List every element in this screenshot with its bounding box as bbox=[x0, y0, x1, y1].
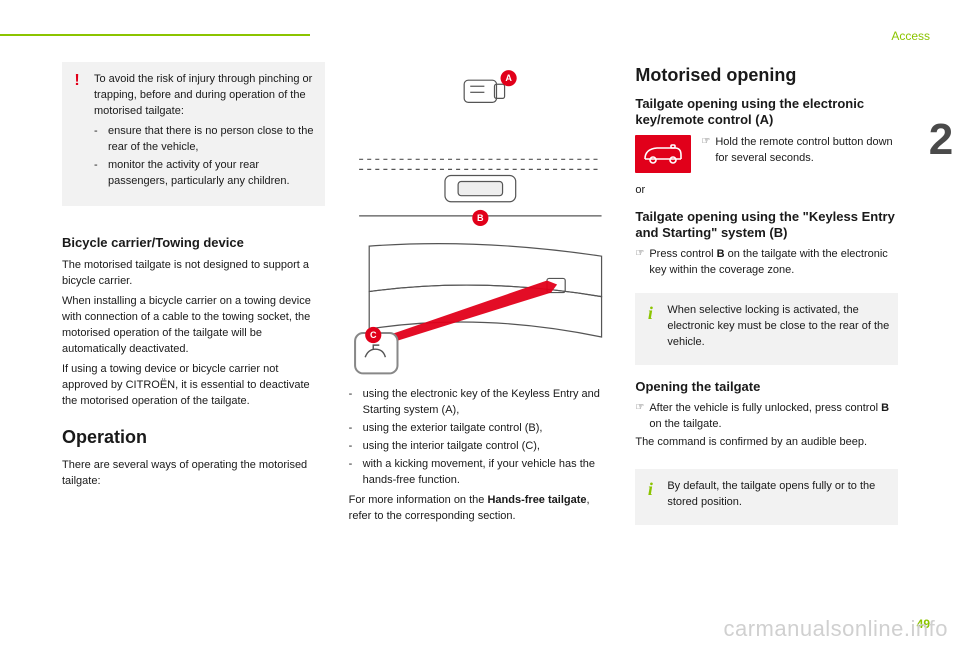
page-content: ! To avoid the risk of injury through pi… bbox=[62, 62, 898, 599]
motorised-heading: Motorised opening bbox=[635, 62, 898, 88]
section-header: Access bbox=[891, 28, 930, 45]
operation-heading: Operation bbox=[62, 424, 325, 450]
diagram-stack: A B bbox=[349, 62, 612, 377]
open-list: After the vehicle is fully unlocked, pre… bbox=[635, 401, 898, 433]
info-icon: i bbox=[641, 303, 659, 351]
column-right: Motorised opening Tailgate opening using… bbox=[635, 62, 898, 599]
hands-free-footnote: For more information on the Hands-free t… bbox=[349, 493, 612, 525]
column-left: ! To avoid the risk of injury through pi… bbox=[62, 62, 325, 599]
open-heading: Opening the tailgate bbox=[635, 379, 898, 395]
list-item: Press control B on the tailgate with the… bbox=[649, 247, 898, 279]
watermark: carmanualsonline.info bbox=[723, 613, 948, 645]
list-item: with a kicking movement, if your vehicle… bbox=[363, 457, 612, 489]
or-text: or bbox=[635, 183, 898, 199]
bicycle-p1: The motorised tailgate is not designed t… bbox=[62, 258, 325, 290]
open-confirm: The command is confirmed by an audible b… bbox=[635, 435, 898, 451]
list-item: Hold the remote control button down for … bbox=[715, 135, 898, 167]
info-text: By default, the tailgate opens fully or … bbox=[667, 479, 890, 511]
car-rear-icon bbox=[635, 135, 691, 173]
bicycle-p3: If using a towing device or bicycle carr… bbox=[62, 362, 325, 410]
remote-instruction-row: Hold the remote control button down for … bbox=[635, 135, 898, 173]
keyless-heading: Tailgate opening using the "Keyless Entr… bbox=[635, 209, 898, 242]
operation-modes-list: using the electronic key of the Keyless … bbox=[349, 387, 612, 489]
info-text: When selective locking is activated, the… bbox=[667, 303, 890, 351]
warning-icon: ! bbox=[68, 72, 86, 192]
chapter-number: 2 bbox=[920, 105, 960, 175]
warning-text: To avoid the risk of injury through pinc… bbox=[94, 72, 317, 192]
info-icon: i bbox=[641, 479, 659, 511]
remote-heading: Tailgate opening using the electronic ke… bbox=[635, 96, 898, 129]
info-box-default-open: i By default, the tailgate opens fully o… bbox=[635, 469, 898, 525]
list-item: using the interior tailgate control (C), bbox=[363, 439, 612, 455]
keyless-list: Press control B on the tailgate with the… bbox=[635, 247, 898, 279]
top-accent-bar bbox=[0, 34, 310, 36]
warning-item: monitor the activity of your rear passen… bbox=[108, 158, 317, 190]
diagram-interior-control: C bbox=[349, 236, 612, 377]
list-item: After the vehicle is fully unlocked, pre… bbox=[649, 401, 898, 433]
label-c: C bbox=[370, 330, 377, 340]
bicycle-heading: Bicycle carrier/Towing device bbox=[62, 234, 325, 253]
list-item: using the exterior tailgate control (B), bbox=[363, 421, 612, 437]
remote-instruction-list: Hold the remote control button down for … bbox=[701, 135, 898, 169]
list-item: using the electronic key of the Keyless … bbox=[363, 387, 612, 419]
column-middle: A B bbox=[349, 62, 612, 599]
bicycle-p2: When installing a bicycle carrier on a t… bbox=[62, 294, 325, 358]
operation-intro: There are several ways of operating the … bbox=[62, 458, 325, 490]
warning-list: ensure that there is no person close to … bbox=[94, 124, 317, 190]
label-b: B bbox=[477, 213, 484, 223]
warning-item: ensure that there is no person close to … bbox=[108, 124, 317, 156]
warning-intro: To avoid the risk of injury through pinc… bbox=[94, 72, 317, 120]
diagram-key-fob: A bbox=[349, 62, 612, 123]
info-box-selective-locking: i When selective locking is activated, t… bbox=[635, 293, 898, 365]
diagram-exterior-tailgate: B bbox=[349, 129, 612, 230]
warning-box: ! To avoid the risk of injury through pi… bbox=[62, 62, 325, 206]
label-a: A bbox=[505, 73, 512, 83]
